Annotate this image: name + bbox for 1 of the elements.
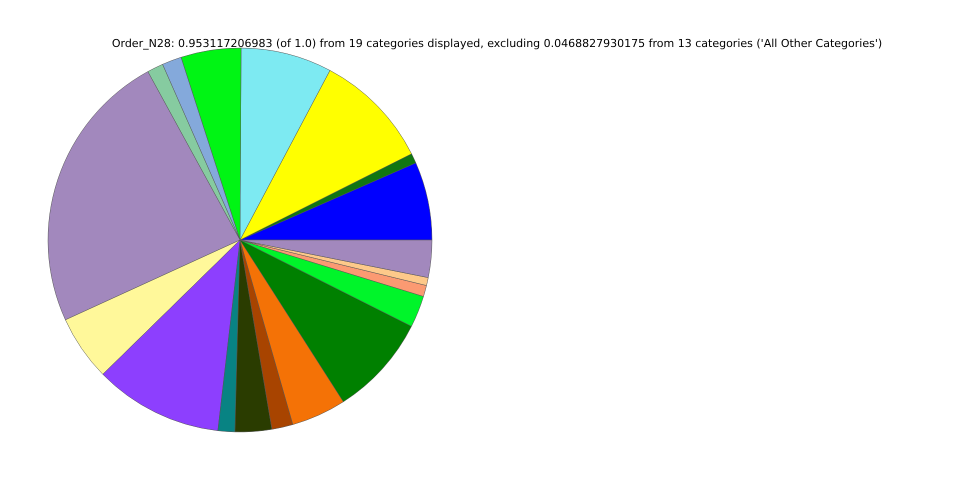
- text: Order_N28: 0.953117206983 (of 1.0) from 19 categories displayed, excluding 0.0468827930175 from 13 categories ('All Other Categories'): [112, 37, 882, 50]
